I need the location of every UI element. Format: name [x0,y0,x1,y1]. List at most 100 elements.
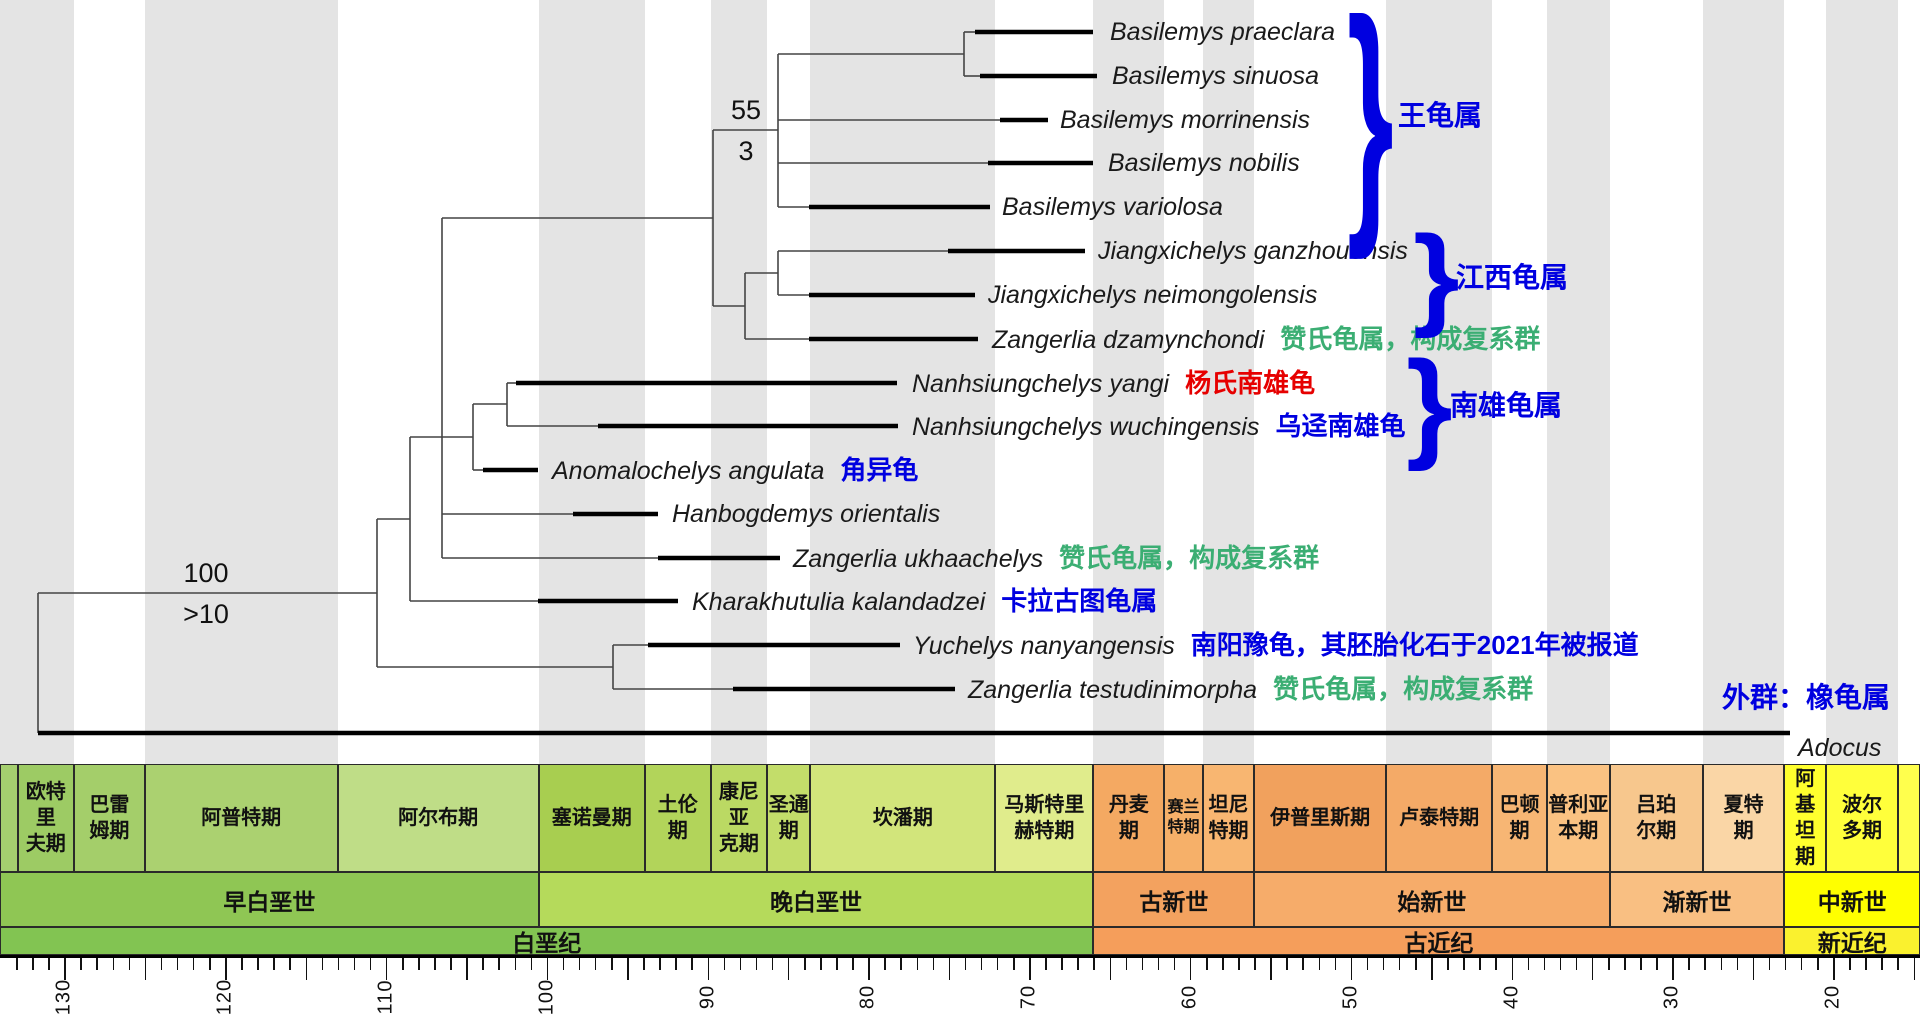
axis-minor-tick [450,958,452,970]
support-value-below: >10 [183,599,229,629]
axis-minor-tick [884,958,886,970]
axis-major-tick [305,958,308,980]
stage-cell: 欧特里 夫期 [17,764,74,872]
genus-brace: } [1406,336,1453,472]
axis-minor-tick [771,958,774,970]
stage-cell: 巴雷 姆期 [73,764,145,872]
taxon-label: Hanbogdemys orientalis [672,498,940,530]
stage-cell [0,764,18,872]
axis-minor-tick [482,958,484,970]
axis-major-tick [1913,958,1916,980]
axis-minor-tick [176,958,179,970]
axis-minor-tick [562,958,565,970]
axis-major-tick [1511,958,1514,980]
genus-brace: } [1413,212,1460,340]
axis-minor-tick [643,958,645,970]
axis-minor-tick [578,958,581,970]
axis-minor-tick [32,958,34,970]
genus-label: 南雄龟属 [1450,390,1563,421]
axis-label: 110 [374,979,397,1015]
axis-major-tick [1672,958,1674,980]
taxon-annotation: 赞氏龟属，构成复系群 [1280,324,1541,354]
axis-minor-tick [96,958,98,970]
stage-cell [1897,764,1920,872]
taxon-label: Kharakhutulia kalandadzei 卡拉古图龟属 [692,585,1157,617]
axis-label: 80 [856,984,879,1010]
axis-baseline [0,955,1920,958]
axis-minor-tick [804,958,806,970]
outgroup-label: 外群：橡龟属 [1722,682,1891,713]
background-stripe [1386,0,1493,764]
species-name: Yuchelys nanyangensis [913,632,1175,660]
axis-minor-tick [1608,958,1610,970]
epoch-cell: 渐新世 [1609,872,1785,927]
stage-cell: 康尼亚 克期 [710,764,767,872]
species-name: Basilemys morrinensis [1060,106,1311,134]
axis-minor-tick [1206,958,1208,970]
axis-major-tick [787,958,790,980]
axis-label: 50 [1339,984,1362,1010]
axis-minor-tick [257,958,259,970]
species-name: Anomalochelys angulata [552,457,825,485]
axis-minor-tick [723,958,726,970]
axis-minor-tick [369,958,372,970]
stage-cell: 塞诺曼期 [538,764,645,872]
stage-cell: 圣通 期 [767,764,811,872]
axis-major-tick [64,958,66,980]
axis-minor-tick [1849,958,1851,970]
species-name: Basilemys sinuosa [1112,62,1320,90]
axis-minor-tick [1286,958,1288,970]
axis-minor-tick [1222,958,1224,970]
axis-minor-tick [1125,958,1128,970]
axis-minor-tick [1061,958,1063,970]
axis-minor-tick [209,958,211,970]
axis-minor-tick [48,958,50,970]
taxon-label: Nanhsiungchelys wuchingensis 乌迳南雄龟 [912,410,1405,442]
axis-minor-tick [1624,958,1626,970]
axis-major-tick [1109,958,1112,980]
taxon-annotation: 赞氏龟属，构成复系群 [1273,674,1534,704]
axis-minor-tick [1045,958,1047,970]
species-name: Zangerlia dzamynchondi [992,326,1265,354]
axis-minor-tick [1013,958,1015,970]
epoch-cell: 早白垩世 [0,872,539,927]
axis-minor-tick [402,958,404,970]
axis-minor-tick [1865,958,1867,970]
axis-minor-tick [1688,958,1690,970]
background-stripe [1546,0,1610,764]
axis-minor-tick [1495,958,1497,970]
axis-major-tick [1029,958,1031,980]
axis-minor-tick [1640,958,1642,970]
taxon-annotation: 卡拉古图龟属 [1001,586,1158,616]
species-name: Nanhsiungchelys yangi [912,370,1170,398]
taxon-label: Jiangxichelys neimongolensis [988,279,1317,311]
axis-label: 20 [1821,984,1844,1010]
background-stripe [1202,0,1255,764]
species-name: Jiangxichelys ganzhouensis [1098,237,1408,265]
taxon-label: Zangerlia ukhaachelys 赞氏龟属，构成复系群 [793,542,1319,574]
axis-minor-tick [980,958,983,970]
axis-minor-tick [1093,958,1095,970]
taxon-label: Yuchelys nanyangensis 南阳豫龟，其胚胎化石于2021年被报道 [913,629,1639,661]
axis-minor-tick [1559,958,1562,970]
taxon-label: Jiangxichelys ganzhouensis [1098,235,1408,267]
axis-minor-tick [530,958,533,970]
axis-minor-tick [900,958,902,970]
stage-cell: 波尔 多期 [1826,764,1898,872]
axis-major-tick [385,958,388,980]
axis-major-tick [1431,958,1433,980]
axis-major-tick [627,958,629,980]
axis-minor-tick [611,958,613,970]
species-name: Adocus [1798,734,1882,762]
taxon-label: Adocus [1798,732,1881,764]
stage-cell: 赛兰 特期 [1164,764,1203,872]
axis-label: 60 [1178,984,1201,1010]
stage-cell: 普利亚 本期 [1546,764,1610,872]
axis-major-tick [1270,958,1272,980]
axis-minor-tick [1817,958,1819,970]
axis-minor-tick [1302,958,1304,970]
axis-minor-tick [321,958,324,970]
taxon-label: Basilemys variolosa [1002,191,1223,223]
axis-major-tick [466,958,468,980]
axis-minor-tick [241,958,243,970]
